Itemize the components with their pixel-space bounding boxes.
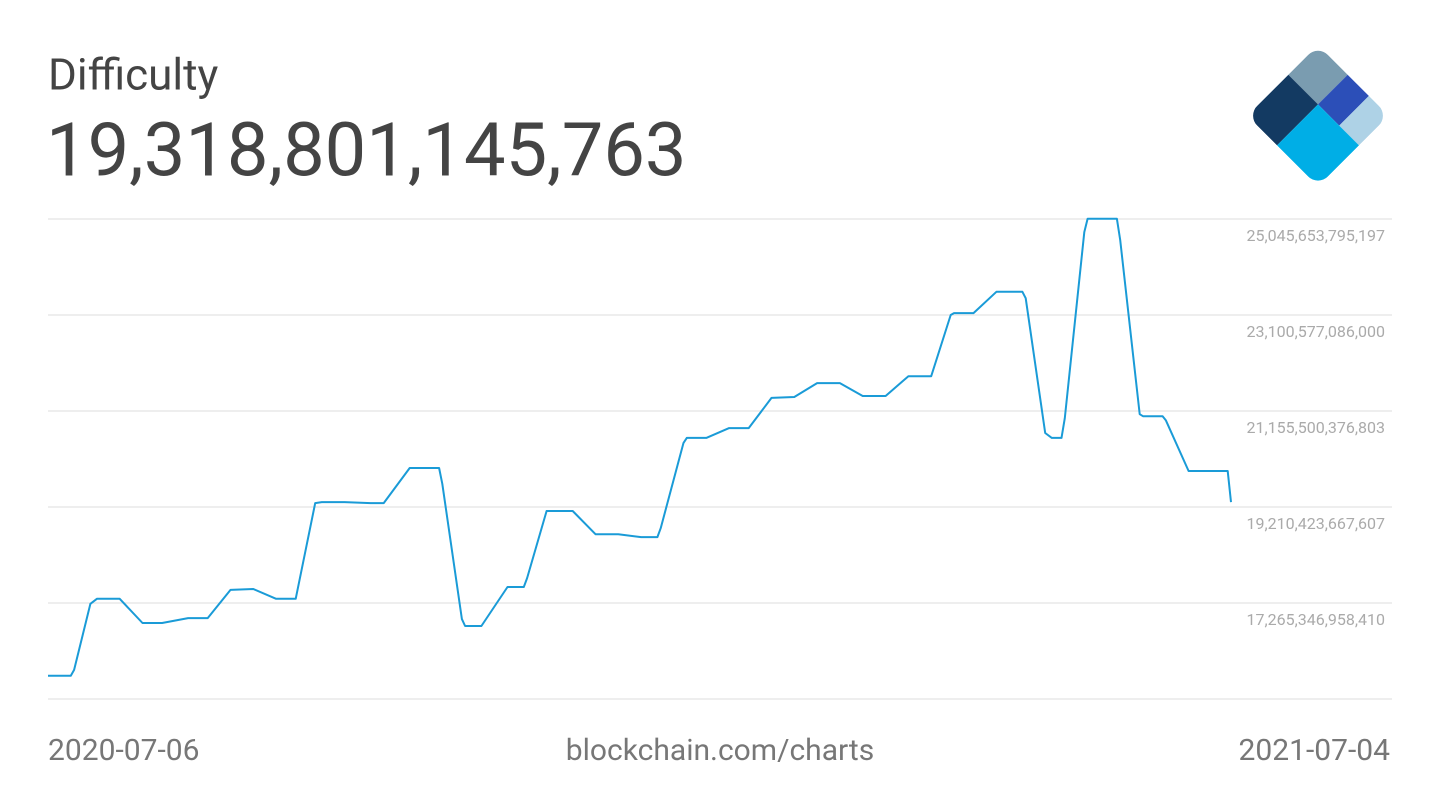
- headline-value: 19,318,801,145,763: [46, 108, 687, 195]
- y-tick-label: 19,210,423,667,607: [1247, 514, 1385, 533]
- y-tick-label: 21,155,500,376,803: [1247, 418, 1385, 437]
- source-label: blockchain.com/charts: [566, 733, 874, 768]
- y-tick-label: 25,045,653,795,197: [1247, 226, 1385, 245]
- y-tick-label: 23,100,577,086,000: [1247, 322, 1385, 341]
- logo: [1247, 45, 1389, 187]
- y-tick-label: 17,265,346,958,410: [1247, 610, 1385, 629]
- x-end-label: 2021-07-04: [1239, 733, 1391, 768]
- chart-title: Difficulty: [48, 49, 219, 101]
- data-line: [48, 217, 1232, 677]
- x-start-label: 2020-07-06: [48, 733, 199, 768]
